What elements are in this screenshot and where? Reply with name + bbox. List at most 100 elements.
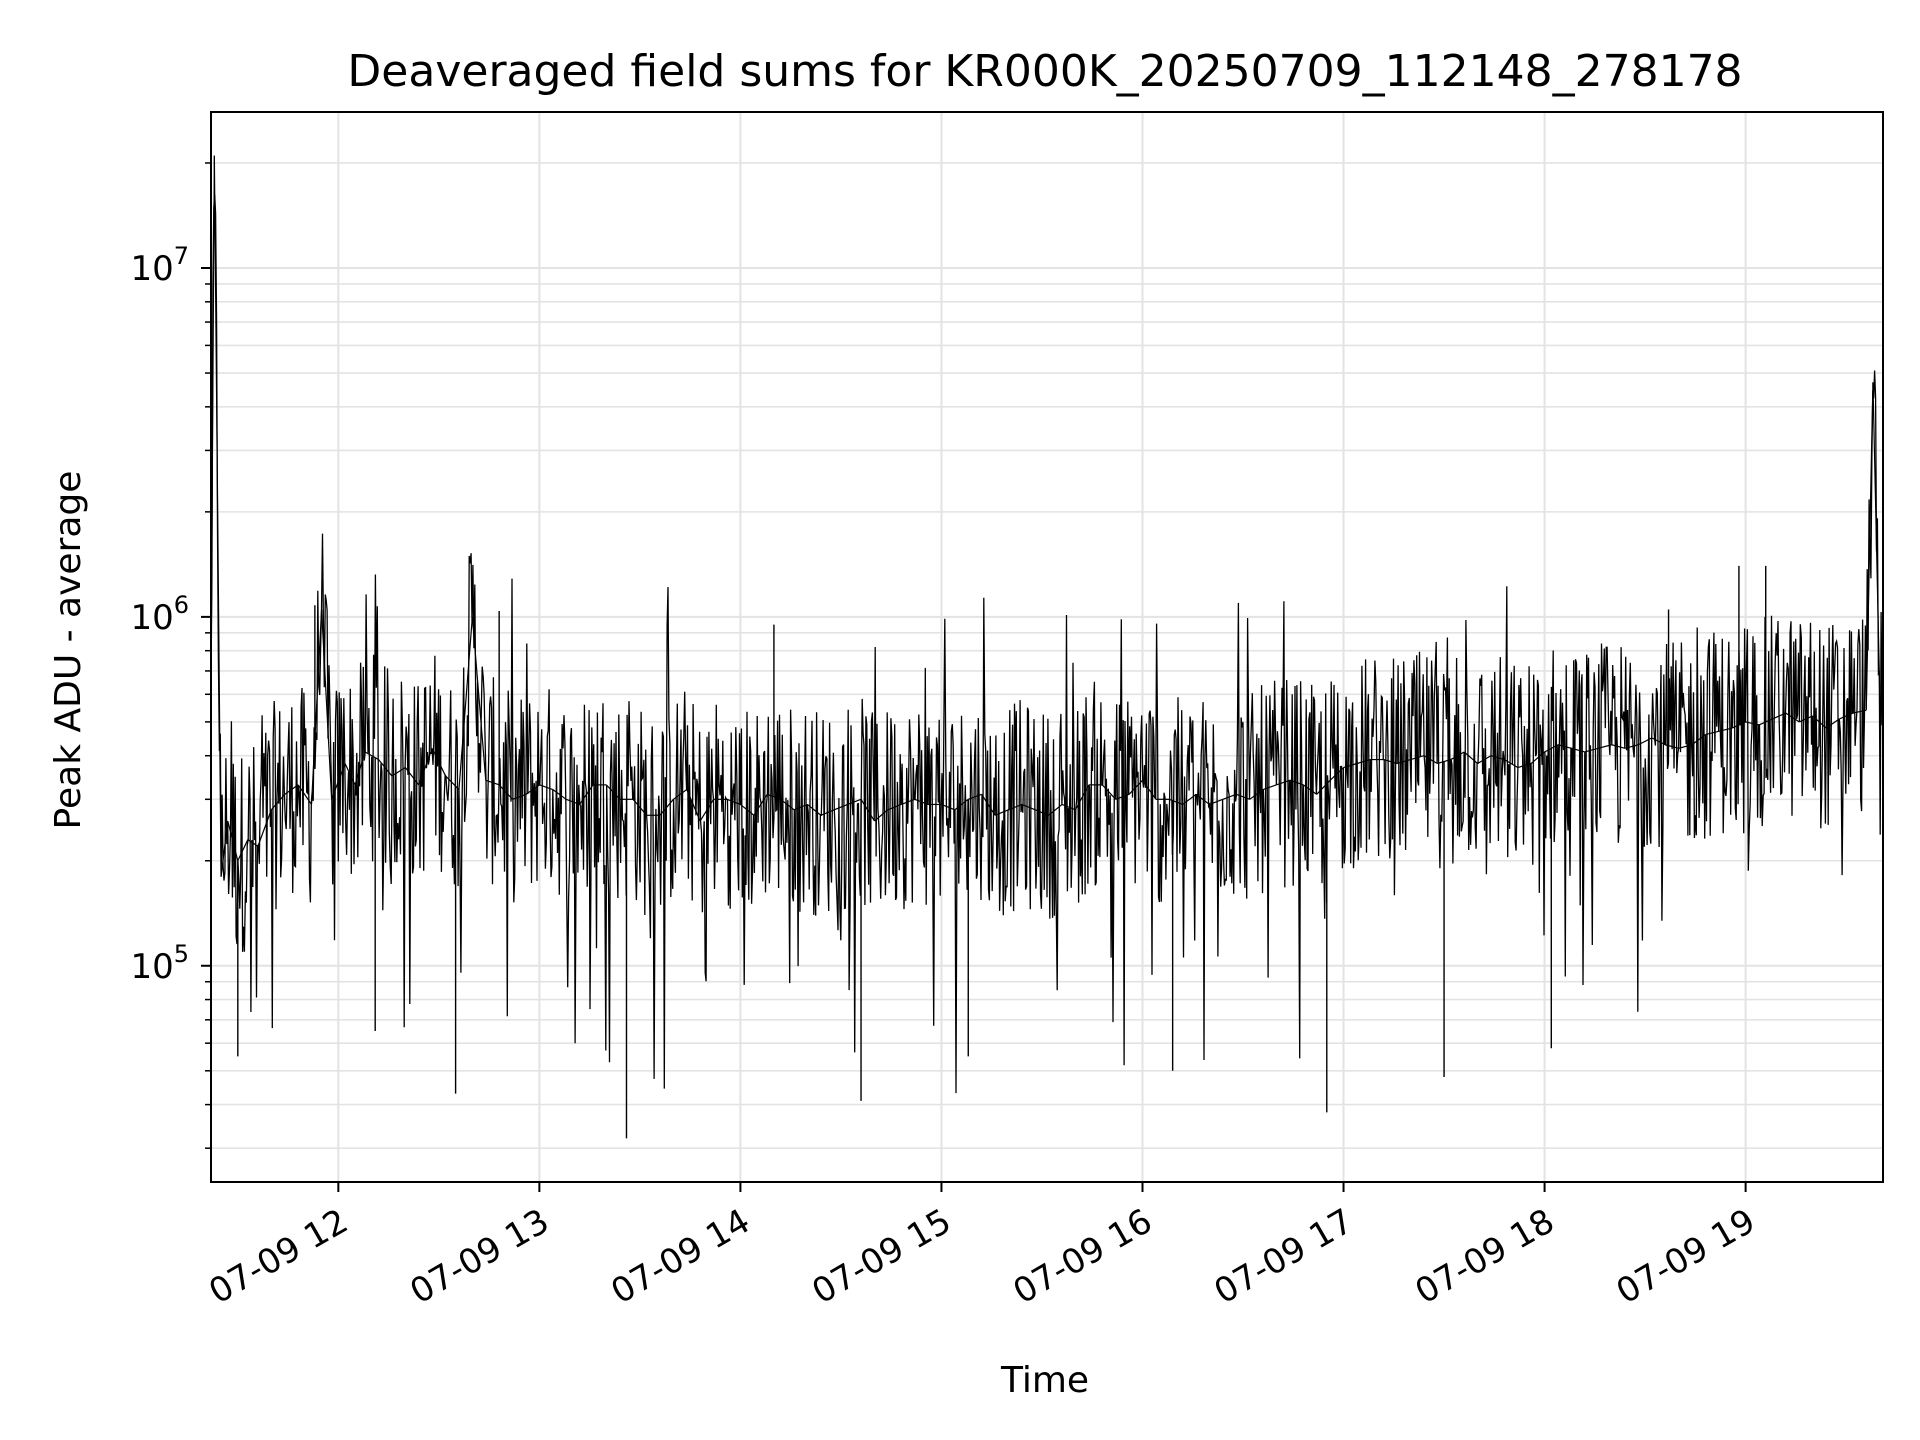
series-point-link [820, 809, 835, 816]
series-point-link [1289, 779, 1304, 786]
series-point-link [780, 798, 795, 811]
series-point-link [1302, 784, 1318, 795]
series-point-link [445, 775, 460, 790]
series-point-link [1872, 382, 1881, 690]
series-point-link [968, 793, 982, 800]
series-point-link [1825, 718, 1840, 729]
series-point-link [1571, 747, 1585, 753]
series-point-link [887, 803, 902, 811]
series-point-link [310, 609, 323, 805]
series-point-link [1128, 779, 1143, 795]
series-point-link [1798, 715, 1813, 723]
series-point-link [1651, 737, 1666, 746]
y-tick-label: 107 [130, 242, 189, 289]
series-point-link [1463, 751, 1478, 764]
series-point-link [860, 798, 875, 822]
series-point-link [1236, 793, 1250, 800]
series-point-link [1557, 744, 1572, 749]
series-point-link [673, 789, 688, 800]
series-point-link [1396, 758, 1411, 765]
series-point-link [525, 784, 540, 795]
series-point-link [1061, 803, 1076, 811]
series-point-link [1262, 784, 1277, 791]
series-point-link [1182, 793, 1197, 805]
series-point-link [1195, 793, 1210, 805]
series-point-link [213, 155, 222, 877]
series-point-link [1343, 762, 1358, 769]
series-group [210, 155, 1884, 1139]
series-point-link [320, 609, 333, 800]
series-point-link [1812, 715, 1827, 729]
series-point-link [471, 616, 487, 781]
series-point-link [1008, 803, 1023, 811]
x-axis-label: Time [1000, 1360, 1089, 1401]
series-point-link [498, 784, 514, 800]
series-point-link [1437, 758, 1451, 765]
series-point-link [1169, 798, 1183, 806]
series-point-link [1758, 718, 1773, 726]
series-point-link [1423, 755, 1438, 765]
series-point-link [1410, 755, 1425, 761]
series-point-link [1209, 798, 1224, 806]
series-point-link [659, 798, 674, 816]
series-point-link [834, 803, 848, 811]
series-point-link [364, 751, 379, 761]
series-point-link [1249, 789, 1264, 800]
series-point-link [1678, 744, 1693, 749]
series-point-link [378, 759, 393, 777]
series-point-link [1222, 793, 1237, 800]
series-point-link [1383, 758, 1398, 765]
series-point-link [1035, 809, 1049, 816]
series-point-link [1584, 747, 1599, 753]
series-point-link [354, 751, 366, 786]
series-point-link [793, 803, 808, 811]
y-ticks: 105 106 107 [130, 162, 211, 1149]
series-point-link [1785, 712, 1800, 723]
series-point-link [1611, 744, 1626, 749]
series-point-link [901, 798, 915, 806]
series-point-link [1530, 751, 1545, 764]
series-line [210, 194, 1884, 1094]
series-point-link [941, 803, 956, 811]
series-point-link [1638, 737, 1653, 746]
series-point-link [1074, 784, 1090, 811]
series-point-link [847, 798, 862, 806]
series-point-link [1316, 779, 1331, 795]
series-point-link [418, 748, 433, 786]
series-point-link [431, 748, 447, 777]
series-point-link [227, 820, 239, 861]
series-point-link [686, 789, 701, 822]
series-point-link [1517, 762, 1532, 769]
series-point-link [753, 794, 768, 816]
series-point-link [1544, 744, 1559, 753]
series-point-link [1865, 382, 1874, 711]
series-point-link [1839, 712, 1854, 720]
series-point-link [1356, 758, 1371, 765]
series-point-link [1021, 803, 1036, 811]
series-point-link [391, 767, 406, 777]
y-axis-label: Peak ADU - average [48, 471, 89, 830]
series-point-link [981, 794, 996, 816]
y-tick-label: 105 [130, 940, 189, 987]
plot-frame [210, 111, 1884, 1183]
series-point-link [1142, 779, 1157, 800]
series-point-link [1477, 755, 1492, 765]
series-point-link [1731, 721, 1746, 729]
series-point-link [1852, 709, 1867, 714]
series-point-link [539, 784, 553, 791]
series-point-link [284, 784, 299, 795]
series-point-link [1691, 734, 1706, 746]
series-point-link [270, 793, 286, 811]
series-point-link [1624, 744, 1639, 749]
series-point-link [914, 798, 929, 806]
series-point-link [874, 809, 889, 822]
series-point-link [1329, 767, 1344, 781]
series-point-link [807, 803, 822, 816]
series-point-link [605, 784, 621, 800]
series-point-link [699, 798, 715, 822]
series-point-link [237, 839, 249, 862]
series-point-link [565, 798, 580, 806]
series-point-link [1772, 712, 1787, 720]
